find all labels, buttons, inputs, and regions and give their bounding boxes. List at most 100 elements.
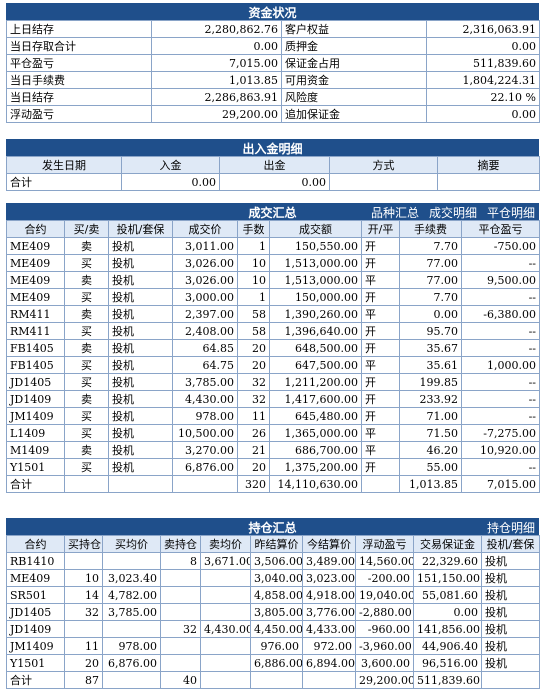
- table-cell: 卖: [64, 390, 109, 408]
- table-cell: [200, 654, 251, 672]
- table-cell: 平: [361, 356, 400, 374]
- table-cell: --: [461, 254, 540, 272]
- link-2[interactable]: 平仓明细: [486, 206, 535, 220]
- positions-header-row: 合约 买持仓 买均价 卖持仓 卖均价 昨结算价 今结算价 浮动盈亏 交易保证金 投机/套保: [6, 535, 540, 553]
- table-cell: 64.85: [172, 339, 238, 357]
- total-cell: [302, 671, 356, 689]
- table-cell: -3,960.00: [355, 637, 414, 655]
- total-cell: [361, 475, 400, 493]
- funds-row: 浮动盈亏 29,200.00 追加保证金 0.00: [6, 105, 540, 123]
- total-cell: [481, 671, 540, 689]
- funds-value: 511,839.60: [426, 54, 540, 72]
- table-cell: 投机: [481, 654, 540, 672]
- table-cell: [200, 637, 251, 655]
- column-header: 合约: [6, 220, 65, 238]
- table-cell: [102, 620, 161, 638]
- table-cell: 开: [361, 322, 400, 340]
- table-cell: JM1409: [6, 637, 65, 655]
- table-cell: JD1409: [6, 620, 65, 638]
- funds-value: 22.10 %: [426, 88, 540, 106]
- total-cell: 320: [237, 475, 270, 493]
- total-cell: [200, 671, 251, 689]
- table-cell: Y1501: [6, 458, 65, 476]
- table-cell: [64, 620, 103, 638]
- total-cell: [102, 671, 161, 689]
- table-cell: 1: [237, 237, 270, 255]
- table-cell: 32: [237, 373, 270, 391]
- total-cell: 0.00: [219, 173, 330, 191]
- table-cell: 开: [361, 458, 400, 476]
- table-row: FB1405 卖投机 64.85 20 648,500.00 开 35.67 --: [6, 339, 540, 357]
- funds-label: 可用资金: [281, 71, 427, 89]
- table-cell: JM1409: [6, 407, 65, 425]
- table-cell: 7.70: [399, 288, 462, 306]
- table-cell: -2,880.00: [355, 603, 414, 621]
- table-cell: -750.00: [461, 237, 540, 255]
- table-cell: 买: [64, 356, 109, 374]
- table-cell: 3,671.00: [200, 552, 251, 570]
- table-cell: 开: [361, 237, 400, 255]
- link-0[interactable]: 品种汇总: [370, 206, 419, 220]
- table-cell: 96,516.00: [413, 654, 482, 672]
- table-cell: 95.70: [399, 322, 462, 340]
- table-cell: 3,785.00: [102, 603, 161, 621]
- table-cell: 投机: [108, 407, 173, 425]
- column-header: 成交价: [172, 220, 238, 238]
- table-cell: 1,396,640.00: [269, 322, 362, 340]
- table-cell: 投机: [108, 322, 173, 340]
- table-cell: 44,906.40: [413, 637, 482, 655]
- link-0[interactable]: 持仓明细: [486, 521, 535, 535]
- table-cell: 46.20: [399, 441, 462, 459]
- table-cell: 150,000.00: [269, 288, 362, 306]
- column-header: 发生日期: [6, 156, 122, 174]
- table-cell: 3,776.00: [302, 603, 356, 621]
- funds-value: 29,200.00: [151, 105, 282, 123]
- table-cell: [160, 586, 201, 604]
- table-cell: --: [461, 322, 540, 340]
- table-cell: 4,918.00: [302, 586, 356, 604]
- table-cell: 投机: [481, 552, 540, 570]
- table-cell: 买: [64, 373, 109, 391]
- table-cell: 978.00: [172, 407, 238, 425]
- table-cell: 77.00: [399, 254, 462, 272]
- table-cell: 58: [237, 305, 270, 323]
- column-header: 买持仓: [64, 535, 103, 553]
- table-row: M1409 卖投机 3,270.00 21 686,700.00 平 46.20 10,920…: [6, 441, 540, 459]
- table-cell: RM411: [6, 305, 65, 323]
- table-row: ME409 10 3,023.40 3,040.00 3,023.00 -200.00 15…: [6, 569, 540, 587]
- total-cell: 511,839.60: [413, 671, 482, 689]
- funds-label: 保证金占用: [281, 54, 427, 72]
- table-cell: [160, 637, 201, 655]
- funds-value: 1,804,224.31: [426, 71, 540, 89]
- table-cell: 20: [237, 458, 270, 476]
- table-cell: [200, 569, 251, 587]
- column-header: 手数: [237, 220, 270, 238]
- link-1[interactable]: 成交明细: [428, 206, 477, 220]
- table-cell: FB1405: [6, 356, 65, 374]
- column-header: 买均价: [102, 535, 161, 553]
- table-cell: 71.00: [399, 407, 462, 425]
- table-cell: 58: [237, 322, 270, 340]
- table-cell: 199.85: [399, 373, 462, 391]
- table-cell: 投机: [108, 390, 173, 408]
- table-cell: 77.00: [399, 271, 462, 289]
- positions-section: 持仓汇总 持仓明细 合约 买持仓 买均价 卖持仓 卖均价 昨结算价 今结算价 浮动盈亏 交易保证…: [6, 518, 540, 689]
- table-cell: 64.75: [172, 356, 238, 374]
- funds-label: 追加保证金: [281, 105, 427, 123]
- table-cell: 平: [361, 305, 400, 323]
- total-cell: 87: [64, 671, 103, 689]
- table-cell: 0.00: [413, 603, 482, 621]
- table-cell: 开: [361, 390, 400, 408]
- inout-title-bar: 出入金明细: [6, 139, 539, 156]
- column-header: 开/平: [361, 220, 400, 238]
- table-cell: SR501: [6, 586, 65, 604]
- trades-total-row: 合计 320 14,110,630.00 1,013.85 7,015.00: [6, 475, 540, 493]
- total-cell: 40: [160, 671, 201, 689]
- funds-value: 2,286,863.91: [151, 88, 282, 106]
- trades-section: 成交汇总 品种汇总 成交明细 平仓明细 合约 买/卖 投机/套保 成交价 手数 成交额 开/平手…: [6, 203, 540, 493]
- table-row: JD1409 32 4,430.00 4,450.00 4,433.00 -960.00 1…: [6, 620, 540, 638]
- total-cell: 1,013.85: [399, 475, 462, 493]
- table-cell: RB1410: [6, 552, 65, 570]
- table-row: JM1409 11 978.00 976.00 972.00 -3,960.00 44,90…: [6, 637, 540, 655]
- table-cell: 3,023.00: [302, 569, 356, 587]
